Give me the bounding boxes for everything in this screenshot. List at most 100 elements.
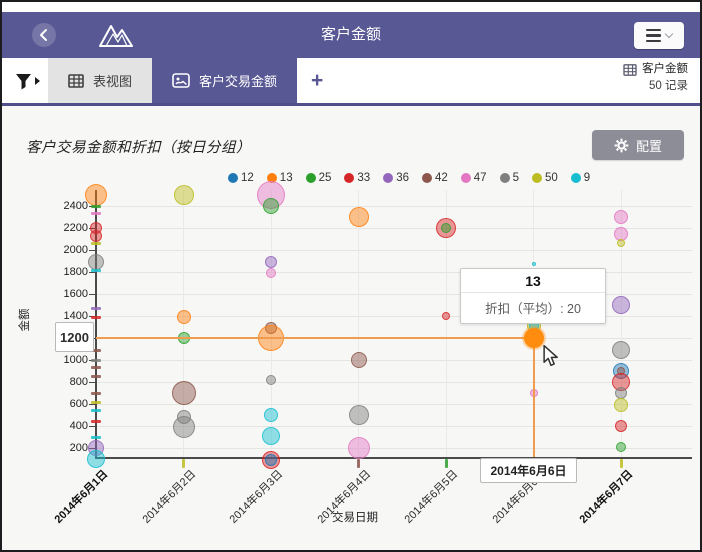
data-bubble[interactable] xyxy=(441,223,451,233)
legend-item[interactable]: 42 xyxy=(421,172,448,184)
back-button[interactable] xyxy=(32,23,56,47)
data-bubble[interactable] xyxy=(523,328,544,348)
tab-customer-transactions[interactable]: 客户交易金额 xyxy=(152,58,298,103)
data-bubble[interactable] xyxy=(348,207,369,227)
legend-item[interactable]: 36 xyxy=(383,172,409,184)
axis-dash-point xyxy=(91,204,101,208)
legend-color-dot xyxy=(531,173,542,183)
legend-item[interactable]: 13 xyxy=(266,172,293,184)
y-axis-title: 金额 xyxy=(19,308,31,332)
legend-item[interactable]: 5 xyxy=(499,172,519,184)
dataset-name: 客户金额 xyxy=(642,63,688,75)
y-tick-label: 2000 xyxy=(63,244,88,256)
legend-color-dot xyxy=(228,173,238,183)
y-tick-label: 1600 xyxy=(63,288,88,300)
legend-color-dot xyxy=(421,173,432,183)
gear-icon xyxy=(614,138,629,152)
data-bubble[interactable] xyxy=(262,426,280,445)
data-bubble[interactable] xyxy=(615,420,627,432)
data-bubble[interactable] xyxy=(614,226,628,241)
add-view-button[interactable]: + xyxy=(311,68,324,92)
crosshair-vertical-line xyxy=(532,338,535,457)
legend-item[interactable]: 9 xyxy=(570,172,591,184)
y-tick-label: 800 xyxy=(69,376,88,388)
y-tick-label: 1400 xyxy=(63,310,88,322)
data-bubble[interactable] xyxy=(85,184,107,206)
legend-color-dot xyxy=(383,173,394,183)
chart-legend: 12 13 25 33 36 42 47 5 50 9 xyxy=(228,172,590,184)
legend-color-dot xyxy=(499,173,510,183)
data-bubble[interactable] xyxy=(612,341,630,360)
gridline-vertical xyxy=(445,190,447,457)
tab-table-view[interactable]: 表视图 xyxy=(48,58,153,103)
mouse-cursor-icon xyxy=(543,345,558,367)
filter-button[interactable] xyxy=(15,70,43,92)
y-axis-line xyxy=(95,190,97,457)
legend-item[interactable]: 33 xyxy=(344,172,370,184)
legend-item[interactable]: 25 xyxy=(305,172,331,184)
data-bubble[interactable] xyxy=(616,441,626,452)
y-tick-label: 400 xyxy=(69,420,88,432)
data-bubble[interactable] xyxy=(171,381,196,405)
axis-dash-point xyxy=(91,358,101,362)
data-bubble[interactable] xyxy=(614,210,628,224)
configure-button[interactable]: 配置 xyxy=(592,130,684,160)
data-bubble[interactable] xyxy=(612,296,630,314)
y-tick-mark xyxy=(89,425,95,427)
legend-label: 12 xyxy=(241,172,254,184)
data-bubble[interactable] xyxy=(347,437,370,459)
gridline-horizontal xyxy=(96,293,692,295)
data-bubble[interactable] xyxy=(266,268,276,279)
data-bubble[interactable] xyxy=(263,198,279,214)
axis-dash-point xyxy=(91,269,101,273)
y-tick-mark xyxy=(89,249,95,251)
axis-dash-point xyxy=(91,391,101,395)
menu-button[interactable] xyxy=(634,22,684,49)
data-bubble[interactable] xyxy=(265,256,277,269)
legend-item[interactable]: 12 xyxy=(228,172,254,184)
data-bubble[interactable] xyxy=(173,185,194,205)
table-grid-icon xyxy=(68,73,84,88)
data-bubble[interactable] xyxy=(264,408,278,422)
expand-right-icon xyxy=(35,77,40,85)
page-title: 客户金额 xyxy=(320,26,381,43)
data-bubble[interactable] xyxy=(265,454,277,467)
legend-item[interactable]: 47 xyxy=(460,172,487,184)
y-tick-mark xyxy=(89,403,95,405)
legend-item[interactable]: 50 xyxy=(531,172,558,184)
chart-image-icon xyxy=(172,73,190,88)
axis-dash-point xyxy=(91,212,101,216)
data-bubble[interactable] xyxy=(350,352,367,368)
data-bubble[interactable] xyxy=(87,450,105,468)
gridline-horizontal xyxy=(96,403,692,405)
tab-bar: 表视图 客户交易金额 + 客户金额 50 记录 xyxy=(2,58,700,103)
axis-dash-point xyxy=(182,459,185,468)
legend-label: 9 xyxy=(583,172,591,184)
data-bubble[interactable] xyxy=(172,416,195,439)
tabs: 表视图 客户交易金额 + xyxy=(48,58,337,103)
data-bubble[interactable] xyxy=(176,310,191,325)
dataset-table-icon xyxy=(623,63,637,76)
y-tick-label: 2400 xyxy=(63,200,88,212)
legend-color-dot xyxy=(305,173,316,183)
axis-dash-point xyxy=(91,315,101,319)
axis-dash-point xyxy=(91,306,101,310)
legend-label: 47 xyxy=(473,172,487,184)
data-bubble[interactable] xyxy=(88,254,104,271)
data-bubble[interactable] xyxy=(442,312,450,320)
gridline-horizontal xyxy=(96,271,692,273)
data-bubble[interactable] xyxy=(614,398,628,413)
chevron-down-icon xyxy=(664,29,674,39)
configure-label: 配置 xyxy=(635,138,662,154)
data-bubble[interactable] xyxy=(531,262,536,267)
app-bar: 客户金额 xyxy=(2,12,700,58)
y-tick-label: 1000 xyxy=(63,354,88,366)
legend-label: 36 xyxy=(396,172,409,184)
data-bubble[interactable] xyxy=(90,229,102,242)
gridline-horizontal xyxy=(96,227,692,229)
dataset-info: 客户金额 50 记录 xyxy=(623,61,688,95)
data-bubble[interactable] xyxy=(617,239,625,248)
record-count: 50 记录 xyxy=(649,80,688,92)
data-bubble[interactable] xyxy=(348,405,369,425)
data-bubble[interactable] xyxy=(266,374,276,385)
